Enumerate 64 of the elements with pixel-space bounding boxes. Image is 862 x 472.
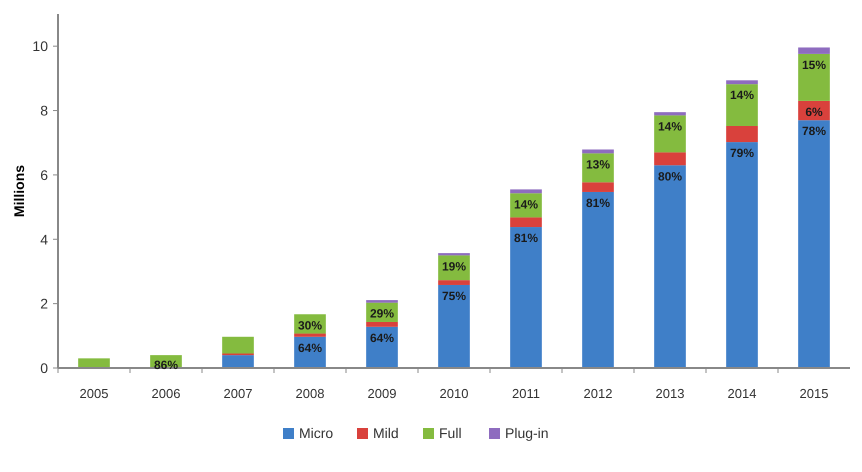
y-tick-label: 0: [40, 360, 48, 376]
annotation: 14%: [730, 88, 754, 102]
bar: [582, 192, 614, 368]
bar: [582, 182, 614, 192]
legend-label: Full: [439, 425, 462, 441]
bar: [438, 280, 470, 285]
legend-label: Mild: [373, 425, 399, 441]
bar: [726, 80, 758, 84]
x-tick-label: 2013: [656, 386, 684, 401]
x-tick-label: 2008: [296, 386, 324, 401]
legend-label: Micro: [299, 425, 334, 441]
annotation: 81%: [586, 196, 610, 210]
y-tick-label: 8: [40, 102, 48, 119]
x-tick-label: 2007: [224, 386, 252, 401]
bar: [726, 84, 758, 126]
bar: [222, 336, 254, 354]
bar: [366, 300, 398, 303]
bar: [798, 54, 830, 101]
y-tick-label: 4: [40, 231, 48, 248]
bar: [654, 115, 686, 152]
y-axis-title: Millions: [11, 164, 27, 218]
y-tick-label: 2: [40, 296, 48, 312]
x-tick-label: 2014: [728, 386, 756, 401]
annotation: 15%: [802, 58, 826, 72]
annotation: 29%: [370, 306, 394, 321]
x-tick-label: 2012: [584, 386, 612, 401]
bar: [366, 322, 398, 327]
bar: [726, 142, 758, 368]
x-tick-label: 2009: [368, 386, 396, 401]
x-tick-label: 2011: [512, 386, 540, 401]
bar: [654, 112, 686, 116]
bar: [654, 165, 686, 368]
annotation: 81%: [514, 231, 538, 246]
annotation: 79%: [730, 146, 754, 160]
annotation: 80%: [658, 169, 682, 184]
bar: [654, 152, 686, 166]
annotation: 19%: [442, 259, 466, 274]
annotation: 30%: [298, 318, 322, 332]
bar: [510, 189, 542, 194]
x-tick-label: 2005: [80, 386, 108, 401]
bar: [510, 227, 542, 368]
bar: [294, 334, 326, 337]
bar: [582, 149, 614, 154]
annotation: 75%: [442, 288, 466, 303]
bar: [222, 355, 254, 368]
annotation: 14%: [658, 119, 682, 134]
annotation: 64%: [370, 330, 394, 345]
bar: [798, 47, 830, 54]
y-tick-label: 10: [32, 38, 48, 54]
y-tick-label: 6: [40, 166, 48, 183]
annotation: 6%: [805, 104, 823, 119]
x-tick-label: 2010: [440, 386, 468, 401]
annotation: 86%: [154, 358, 178, 372]
bar: [798, 120, 830, 368]
annotation: 14%: [514, 197, 538, 212]
bar: [438, 284, 470, 368]
x-tick-label: 2006: [152, 386, 180, 401]
legend-label: Plug-in: [505, 425, 549, 441]
bar: [510, 217, 542, 228]
annotation: 78%: [802, 124, 826, 138]
annotation: 64%: [298, 340, 322, 355]
annotation: 13%: [586, 157, 610, 172]
x-tick-label: 2015: [800, 386, 828, 401]
bar: [726, 126, 758, 142]
